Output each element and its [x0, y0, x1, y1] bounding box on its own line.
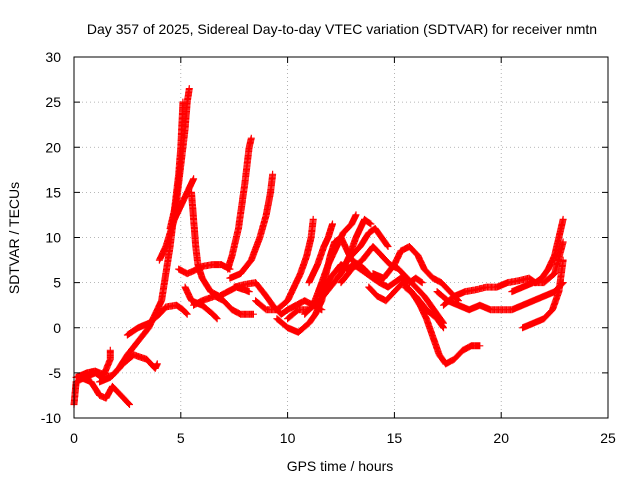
data-series-track-12 [224, 134, 255, 273]
data-series-track-4 [96, 98, 187, 386]
series-markers [301, 211, 360, 318]
y-tick-label: -5 [49, 365, 62, 381]
data-layer [70, 85, 567, 408]
y-tick-label: 10 [45, 230, 61, 246]
data-series-track-25 [401, 283, 447, 332]
series-markers [519, 256, 567, 332]
data-series-track-19 [305, 220, 336, 287]
series-markers [123, 301, 191, 339]
data-series-track-5 [123, 301, 191, 339]
x-axis-title: GPS time / hours [287, 458, 394, 474]
y-tick-label: -10 [41, 410, 61, 426]
series-markers [305, 220, 336, 287]
series-markers [226, 170, 277, 282]
chart-title: Day 357 of 2025, Sidereal Day-to-day VTE… [87, 21, 597, 37]
series-markers [96, 98, 187, 386]
y-tick-label: 25 [45, 94, 61, 110]
data-series-track-15 [252, 215, 317, 314]
data-series-track-11 [190, 292, 257, 318]
series-markers [401, 283, 447, 332]
y-tick-label: 20 [45, 139, 61, 155]
data-series-track-23 [369, 243, 462, 305]
series-markers [252, 215, 317, 314]
data-series-track-3 [72, 346, 114, 381]
data-series-track-21 [348, 225, 392, 259]
y-axis-title: SDTVAR / TECUs [6, 182, 22, 294]
data-series-track-28 [508, 238, 567, 296]
y-tick-label: 15 [45, 184, 61, 200]
series-markers [72, 346, 114, 381]
series-markers [348, 225, 392, 259]
x-tick-label: 25 [600, 430, 616, 446]
y-tick-label: 5 [53, 275, 61, 291]
data-series-track-29 [519, 256, 567, 332]
data-series-track-18 [301, 211, 360, 318]
data-series-track-7 [166, 85, 193, 232]
series-markers [190, 292, 257, 318]
series-markers [337, 243, 447, 327]
series-markers [224, 134, 255, 273]
x-tick-label: 5 [177, 430, 185, 446]
x-tick-label: 20 [493, 430, 509, 446]
y-tick-label: 30 [45, 49, 61, 65]
data-series-track-13 [226, 170, 277, 282]
series-markers [166, 85, 193, 232]
x-tick-label: 0 [70, 430, 78, 446]
x-tick-label: 10 [280, 430, 296, 446]
axis-ticks: 0 5 10 15 20 25 -10 -5 0 5 10 15 20 25 30 [41, 49, 616, 446]
data-series-track-22 [337, 243, 447, 327]
x-tick-label: 15 [387, 430, 403, 446]
series-markers [369, 243, 462, 305]
y-tick-label: 0 [53, 320, 61, 336]
series-markers [508, 238, 567, 296]
